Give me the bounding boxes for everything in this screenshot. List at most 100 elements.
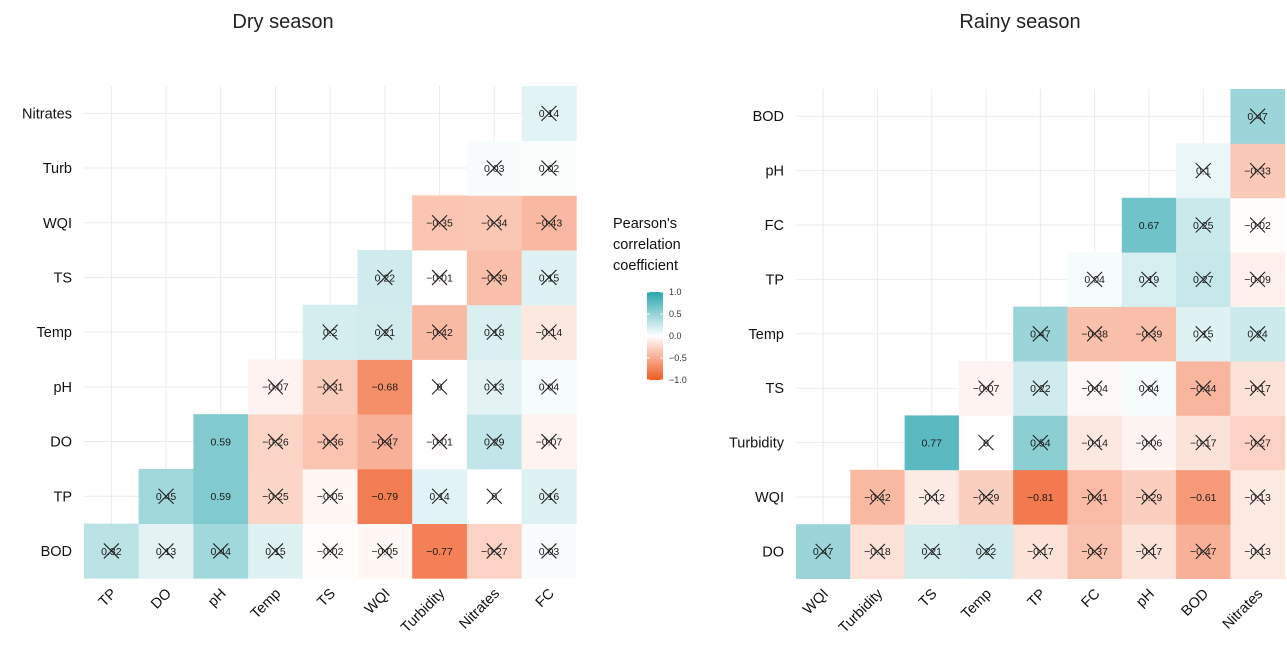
- non-significant-cross-mark: [486, 378, 503, 395]
- dry-cell-temp-tp: −0.25: [248, 468, 304, 524]
- non-significant-cross-mark: [923, 489, 940, 505]
- non-significant-cross-mark: [431, 214, 448, 231]
- dry-cell-nitrates-do: 0.29: [466, 414, 522, 470]
- rainy-cell-nitrates-bod: 0.47: [1230, 89, 1286, 144]
- rainy-cell-turbidity-wqi: −0.42: [850, 469, 905, 525]
- non-significant-cross-mark: [978, 380, 994, 397]
- non-significant-cross-mark: [1141, 271, 1157, 288]
- non-significant-cross-mark: [541, 269, 557, 286]
- non-significant-cross-mark: [376, 543, 393, 559]
- rainy-cell-fc-ts: −0.04: [1067, 361, 1123, 416]
- dry-cell-temp-bod: 0.15: [248, 523, 304, 579]
- heatmap-cell-rect: [1176, 469, 1231, 525]
- legend-title-line-2: correlation: [613, 237, 681, 253]
- heatmap-cell-value: −0.61: [1190, 492, 1217, 504]
- dry-season-x-axis-labels: TP DO pH Temp TS WQI Turbidity Nitrates FC: [96, 585, 558, 636]
- rainy-season-x-axis-labels: WQI Turbidity TS Temp TP FC pH BOD Nitrates: [800, 586, 1266, 637]
- rainy-y-label-tp: TP: [765, 272, 784, 288]
- dry-cell-ts-do: −0.36: [302, 414, 358, 470]
- non-significant-cross-mark: [1141, 489, 1157, 505]
- rainy-y-label-bod: BOD: [753, 109, 784, 125]
- non-significant-cross-mark: [376, 324, 393, 341]
- non-significant-cross-mark: [541, 543, 557, 559]
- dry-y-label-ts: TS: [53, 270, 72, 286]
- non-significant-cross-mark: [376, 433, 393, 450]
- rainy-x-label-ts: TS: [916, 586, 940, 610]
- heatmap-cell-value: 0.59: [211, 436, 232, 448]
- rainy-cell-nitrates-wqi: −0.13: [1230, 469, 1286, 525]
- dry-season-panel: Dry season 0.32 0.13 0.44 0.15 −0.02 −0.05 −0.…: [22, 11, 577, 636]
- non-significant-cross-mark: [103, 543, 120, 559]
- dry-cell-tp-bod: 0.32: [84, 523, 140, 579]
- non-significant-cross-mark: [541, 214, 557, 231]
- rainy-cell-ph-temp: −0.39: [1121, 306, 1177, 362]
- non-significant-cross-mark: [431, 269, 448, 286]
- rainy-cell-nitrates-ph: −0.33: [1230, 143, 1286, 199]
- dry-x-label-nitrates: Nitrates: [456, 586, 503, 633]
- non-significant-cross-mark: [486, 324, 503, 341]
- rainy-cell-tp-turbidity: 0.54: [1013, 415, 1068, 471]
- heatmap-cell-value: −0.81: [1027, 492, 1054, 504]
- dry-y-label-wqi: WQI: [43, 216, 72, 232]
- dry-season-title: Dry season: [232, 11, 333, 33]
- dry-y-label-tp: TP: [53, 489, 72, 505]
- non-significant-cross-mark: [322, 543, 339, 559]
- non-significant-cross-mark: [1086, 434, 1103, 451]
- rainy-x-label-nitrates: Nitrates: [1220, 586, 1267, 633]
- dry-cell-wqi-ts: 0.22: [357, 250, 413, 306]
- non-significant-cross-mark: [322, 433, 339, 450]
- rainy-cell-bod-tp: 0.27: [1176, 252, 1231, 307]
- non-significant-cross-mark: [486, 433, 503, 450]
- dry-y-label-do: DO: [50, 435, 72, 451]
- dry-cell-fc-ts: 0.15: [521, 250, 577, 306]
- dry-x-label-ph: pH: [205, 586, 229, 610]
- heatmap-cell-value: −0.68: [372, 382, 399, 394]
- non-significant-cross-mark: [212, 543, 229, 559]
- non-significant-cross-mark: [1032, 543, 1049, 560]
- dry-season-y-axis-labels: BOD TP DO pH Temp TS WQI Turb Nitrates: [22, 106, 72, 560]
- legend-tick-label: 0.0: [669, 331, 682, 341]
- rainy-cell-bod-wqi: −0.61: [1176, 469, 1231, 525]
- non-significant-cross-mark: [1086, 325, 1103, 342]
- dry-cell-nitrates-turb: 0.03: [466, 140, 522, 196]
- non-significant-cross-mark: [978, 489, 994, 505]
- non-significant-cross-mark: [376, 269, 393, 286]
- rainy-cell-tp-do: −0.17: [1013, 524, 1068, 579]
- non-significant-cross-mark: [1086, 489, 1103, 505]
- non-significant-cross-mark: [486, 160, 503, 176]
- non-significant-cross-mark: [1032, 380, 1049, 397]
- non-significant-cross-mark: [322, 324, 339, 341]
- rainy-season-title: Rainy season: [959, 11, 1080, 33]
- dry-cell-do-tp: 0.45: [138, 468, 194, 524]
- non-significant-cross-mark: [541, 105, 557, 122]
- non-significant-cross-mark: [1249, 271, 1266, 288]
- non-significant-cross-mark: [541, 488, 557, 505]
- non-significant-cross-mark: [1195, 434, 1212, 451]
- non-significant-cross-mark: [1249, 380, 1266, 397]
- non-significant-cross-mark: [267, 378, 284, 395]
- dry-cell-turbidity-ph: 0: [412, 359, 468, 415]
- rainy-cell-nitrates-turbidity: −0.27: [1230, 415, 1286, 471]
- dry-cell-wqi-tp: −0.79: [357, 468, 413, 524]
- legend-color-bar: [647, 292, 663, 380]
- rainy-y-label-temp: Temp: [749, 327, 784, 343]
- non-significant-cross-mark: [541, 433, 557, 450]
- dry-cell-nitrates-temp: 0.18: [466, 304, 522, 360]
- rainy-cell-nitrates-fc: −0.02: [1230, 197, 1286, 253]
- rainy-cell-ph-ts: 0.04: [1121, 361, 1177, 416]
- non-significant-cross-mark: [1032, 325, 1049, 342]
- dry-y-label-temp: Temp: [37, 325, 72, 341]
- non-significant-cross-mark: [1195, 380, 1212, 397]
- heatmap-cell-value: −0.79: [372, 491, 399, 503]
- rainy-season-cells: 0.47 −0.18 0.21 0.22 −0.17 −0.37 −0.17 −0.47 −0.…: [796, 89, 1286, 579]
- dry-cell-turbidity-do: −0.01: [412, 414, 468, 470]
- dry-x-label-turbidity: Turbidity: [398, 585, 449, 636]
- legend-ticks: 1.0 0.5 0.0 −0.5 −1.0: [647, 287, 687, 385]
- rainy-cell-bod-ph: 0.1: [1176, 143, 1231, 199]
- rainy-cell-bod-turbidity: −0.17: [1176, 415, 1231, 471]
- non-significant-cross-mark: [1141, 434, 1157, 451]
- non-significant-cross-mark: [1141, 543, 1157, 560]
- rainy-cell-temp-wqi: −0.29: [958, 469, 1014, 525]
- non-significant-cross-mark: [978, 543, 994, 560]
- dry-cell-nitrates-ts: −0.39: [466, 250, 522, 306]
